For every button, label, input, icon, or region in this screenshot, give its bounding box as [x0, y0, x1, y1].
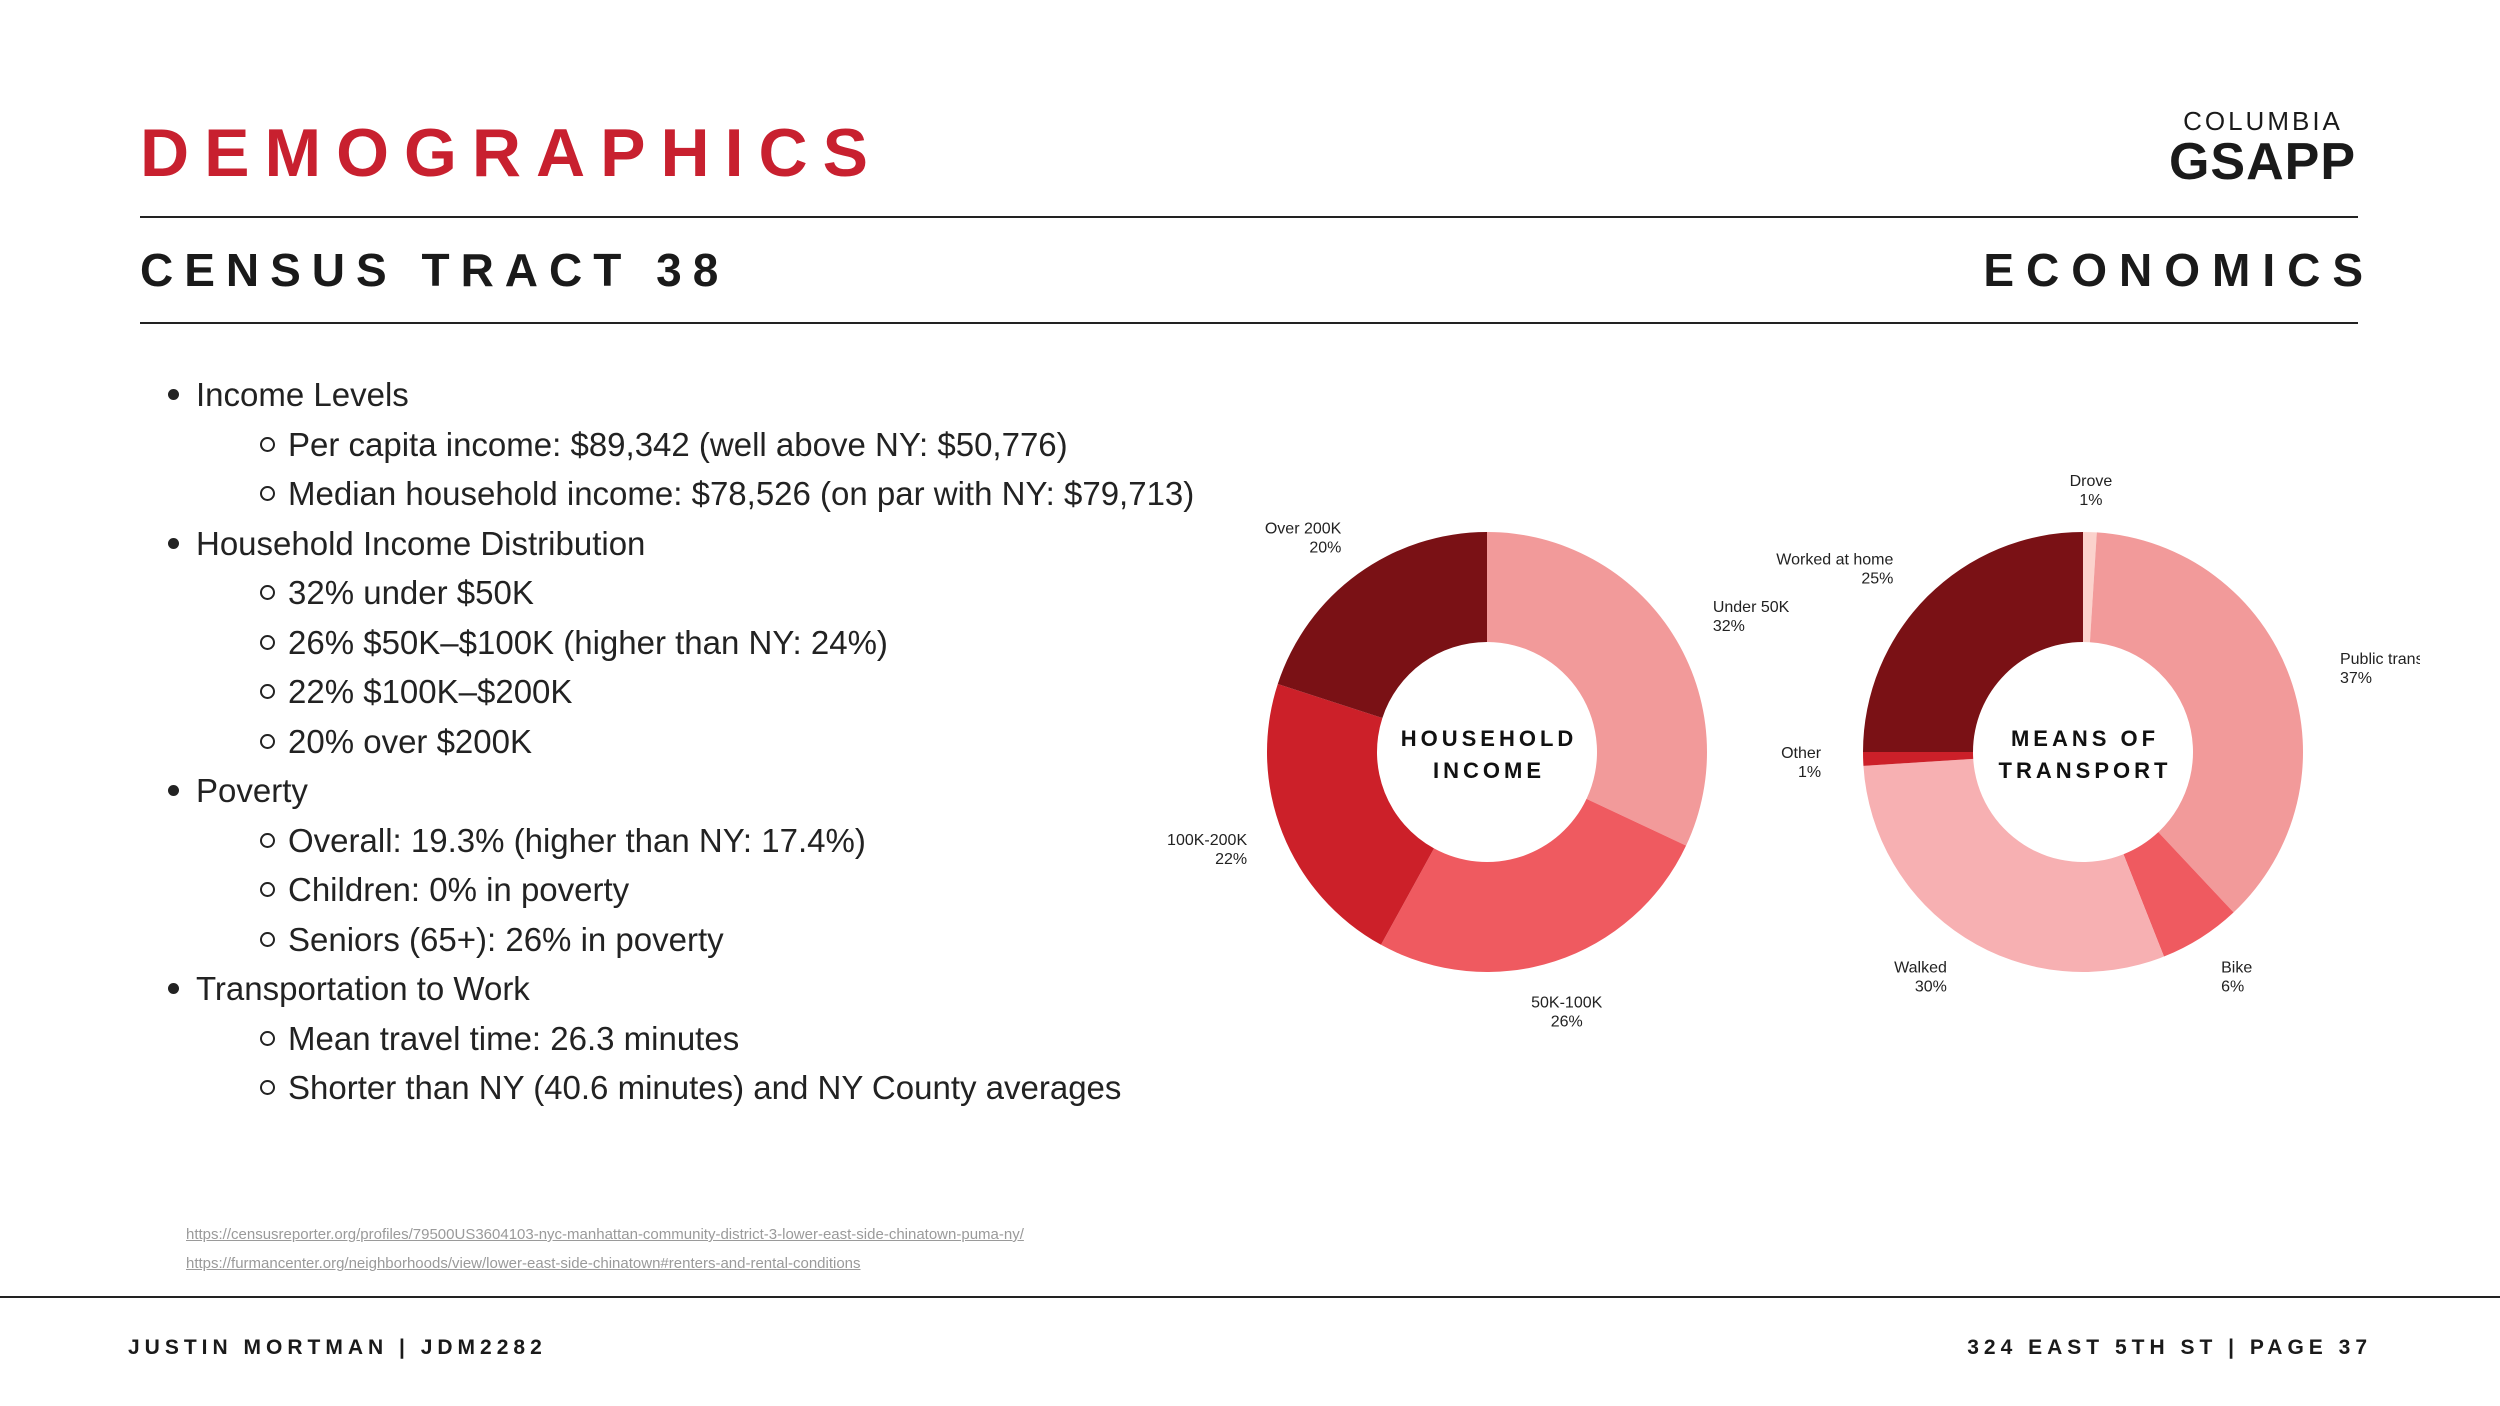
chart-center-label: MEANS OF	[2011, 726, 2159, 751]
left-subtitle: CENSUS TRACT 38	[140, 244, 730, 296]
footer-divider	[0, 1296, 2500, 1298]
slice-value-public-transit: 37%	[2340, 670, 2372, 687]
slice-value-walked: 30%	[1915, 978, 1947, 995]
bullet-label: Income Levels	[196, 376, 409, 413]
bullet-poverty: Poverty Overall: 19.3% (higher than NY: …	[160, 766, 1210, 964]
slice-value-drove: 1%	[2079, 492, 2102, 509]
logo-gsapp: GSAPP	[2168, 133, 2357, 191]
slice-drove	[2083, 532, 2097, 643]
slice-100k-200k	[1267, 684, 1435, 945]
slice-value-bike: 6%	[2221, 978, 2244, 995]
slice-value-worked-at-home: 25%	[1861, 570, 1893, 587]
household-income-chart: Under 50K 32% 50K-100K 26% 100K-200K 22% Over …	[1167, 520, 1790, 1030]
logo-columbia: COLUMBIA	[2183, 106, 2343, 136]
slice-other	[1863, 752, 1974, 766]
sub-bullet: Median household income: $78,526 (on par…	[196, 469, 1210, 519]
footer-author: JUSTIN MORTMAN | JDM2282	[128, 1336, 547, 1359]
bullet-income-levels: Income Levels Per capita income: $89,342…	[160, 370, 1210, 519]
slice-label-100k-200k: 100K-200K	[1167, 832, 1247, 849]
slice-50k-100k	[1381, 798, 1687, 972]
bullet-transportation: Transportation to Work Mean travel time:…	[160, 964, 1210, 1113]
slice-value-over-200k: 20%	[1309, 539, 1341, 556]
slice-label-public-transit: Public transit	[2340, 651, 2420, 668]
slice-label-walked: Walked	[1894, 959, 1947, 976]
slice-value-other: 1%	[1798, 764, 1821, 781]
header-divider	[140, 216, 2358, 218]
slice-value-under-50k: 32%	[1713, 618, 1745, 635]
slice-label-under-50k: Under 50K	[1713, 599, 1790, 616]
bullet-household-income-distribution: Household Income Distribution 32% under …	[160, 519, 1210, 767]
slice-label-drove: Drove	[2070, 473, 2113, 490]
slice-value-50k-100k: 26%	[1551, 1013, 1583, 1030]
slice-over-200k	[1277, 532, 1487, 719]
slice-public-transit	[2089, 532, 2303, 913]
slice-label-bike: Bike	[2221, 959, 2252, 976]
chart-center-label: INCOME	[1433, 758, 1545, 783]
chart-center-label: TRANSPORT	[1999, 758, 2172, 783]
sub-bullet: Overall: 19.3% (higher than NY: 17.4%)	[196, 816, 1210, 866]
page-title: DEMOGRAPHICS	[140, 115, 883, 191]
donut-charts: Under 50K 32% 50K-100K 26% 100K-200K 22% Over …	[1167, 473, 2420, 1030]
source-link-censusreporter[interactable]: https://censusreporter.org/profiles/7950…	[186, 1226, 1024, 1243]
source-links: https://censusreporter.org/profiles/7950…	[186, 1220, 1024, 1278]
slice-label-50k-100k: 50K-100K	[1531, 994, 1602, 1011]
subheader-divider	[140, 322, 2358, 324]
source-link-furmancenter[interactable]: https://furmancenter.org/neighborhoods/v…	[186, 1255, 861, 1272]
sub-bullet: Shorter than NY (40.6 minutes) and NY Co…	[196, 1063, 1210, 1113]
bullet-label: Transportation to Work	[196, 970, 530, 1007]
sub-bullet: 32% under $50K	[196, 568, 1210, 618]
slice-walked	[1863, 758, 2164, 972]
bullet-label: Household Income Distribution	[196, 524, 646, 562]
sub-bullet: Children: 0% in poverty	[196, 865, 1210, 915]
sub-bullet: 22% $100K–$200K	[196, 667, 1210, 717]
bullet-list: Income Levels Per capita income: $89,342…	[160, 370, 1210, 1113]
sub-bullet: 20% over $200K	[196, 717, 1210, 767]
sub-bullet: Mean travel time: 26.3 minutes	[196, 1014, 1210, 1064]
sub-bullet: Per capita income: $89,342 (well above N…	[196, 420, 1210, 470]
slice-bike	[2123, 832, 2234, 957]
slice-label-worked-at-home: Worked at home	[1776, 551, 1893, 568]
right-subtitle: ECONOMICS	[1983, 244, 2375, 296]
slice-under-50k	[1487, 532, 1707, 846]
slice-label-over-200k: Over 200K	[1265, 520, 1342, 537]
footer-page: 324 EAST 5TH ST | PAGE 37	[1967, 1336, 2372, 1359]
slice-label-other: Other	[1781, 745, 1822, 762]
chart-center-label: HOUSEHOLD	[1401, 726, 1578, 751]
sub-bullet: Seniors (65+): 26% in poverty	[196, 915, 1210, 965]
sub-bullet: 26% $50K–$100K (higher than NY: 24%)	[196, 618, 1210, 668]
slice-worked-at-home	[1863, 532, 2083, 752]
slice-value-100k-200k: 22%	[1215, 851, 1247, 868]
means-of-transport-chart: Drove 1% Public transit 37% Bike 6% Walked 30% O…	[1776, 473, 2420, 995]
bullet-label: Poverty	[196, 772, 308, 809]
